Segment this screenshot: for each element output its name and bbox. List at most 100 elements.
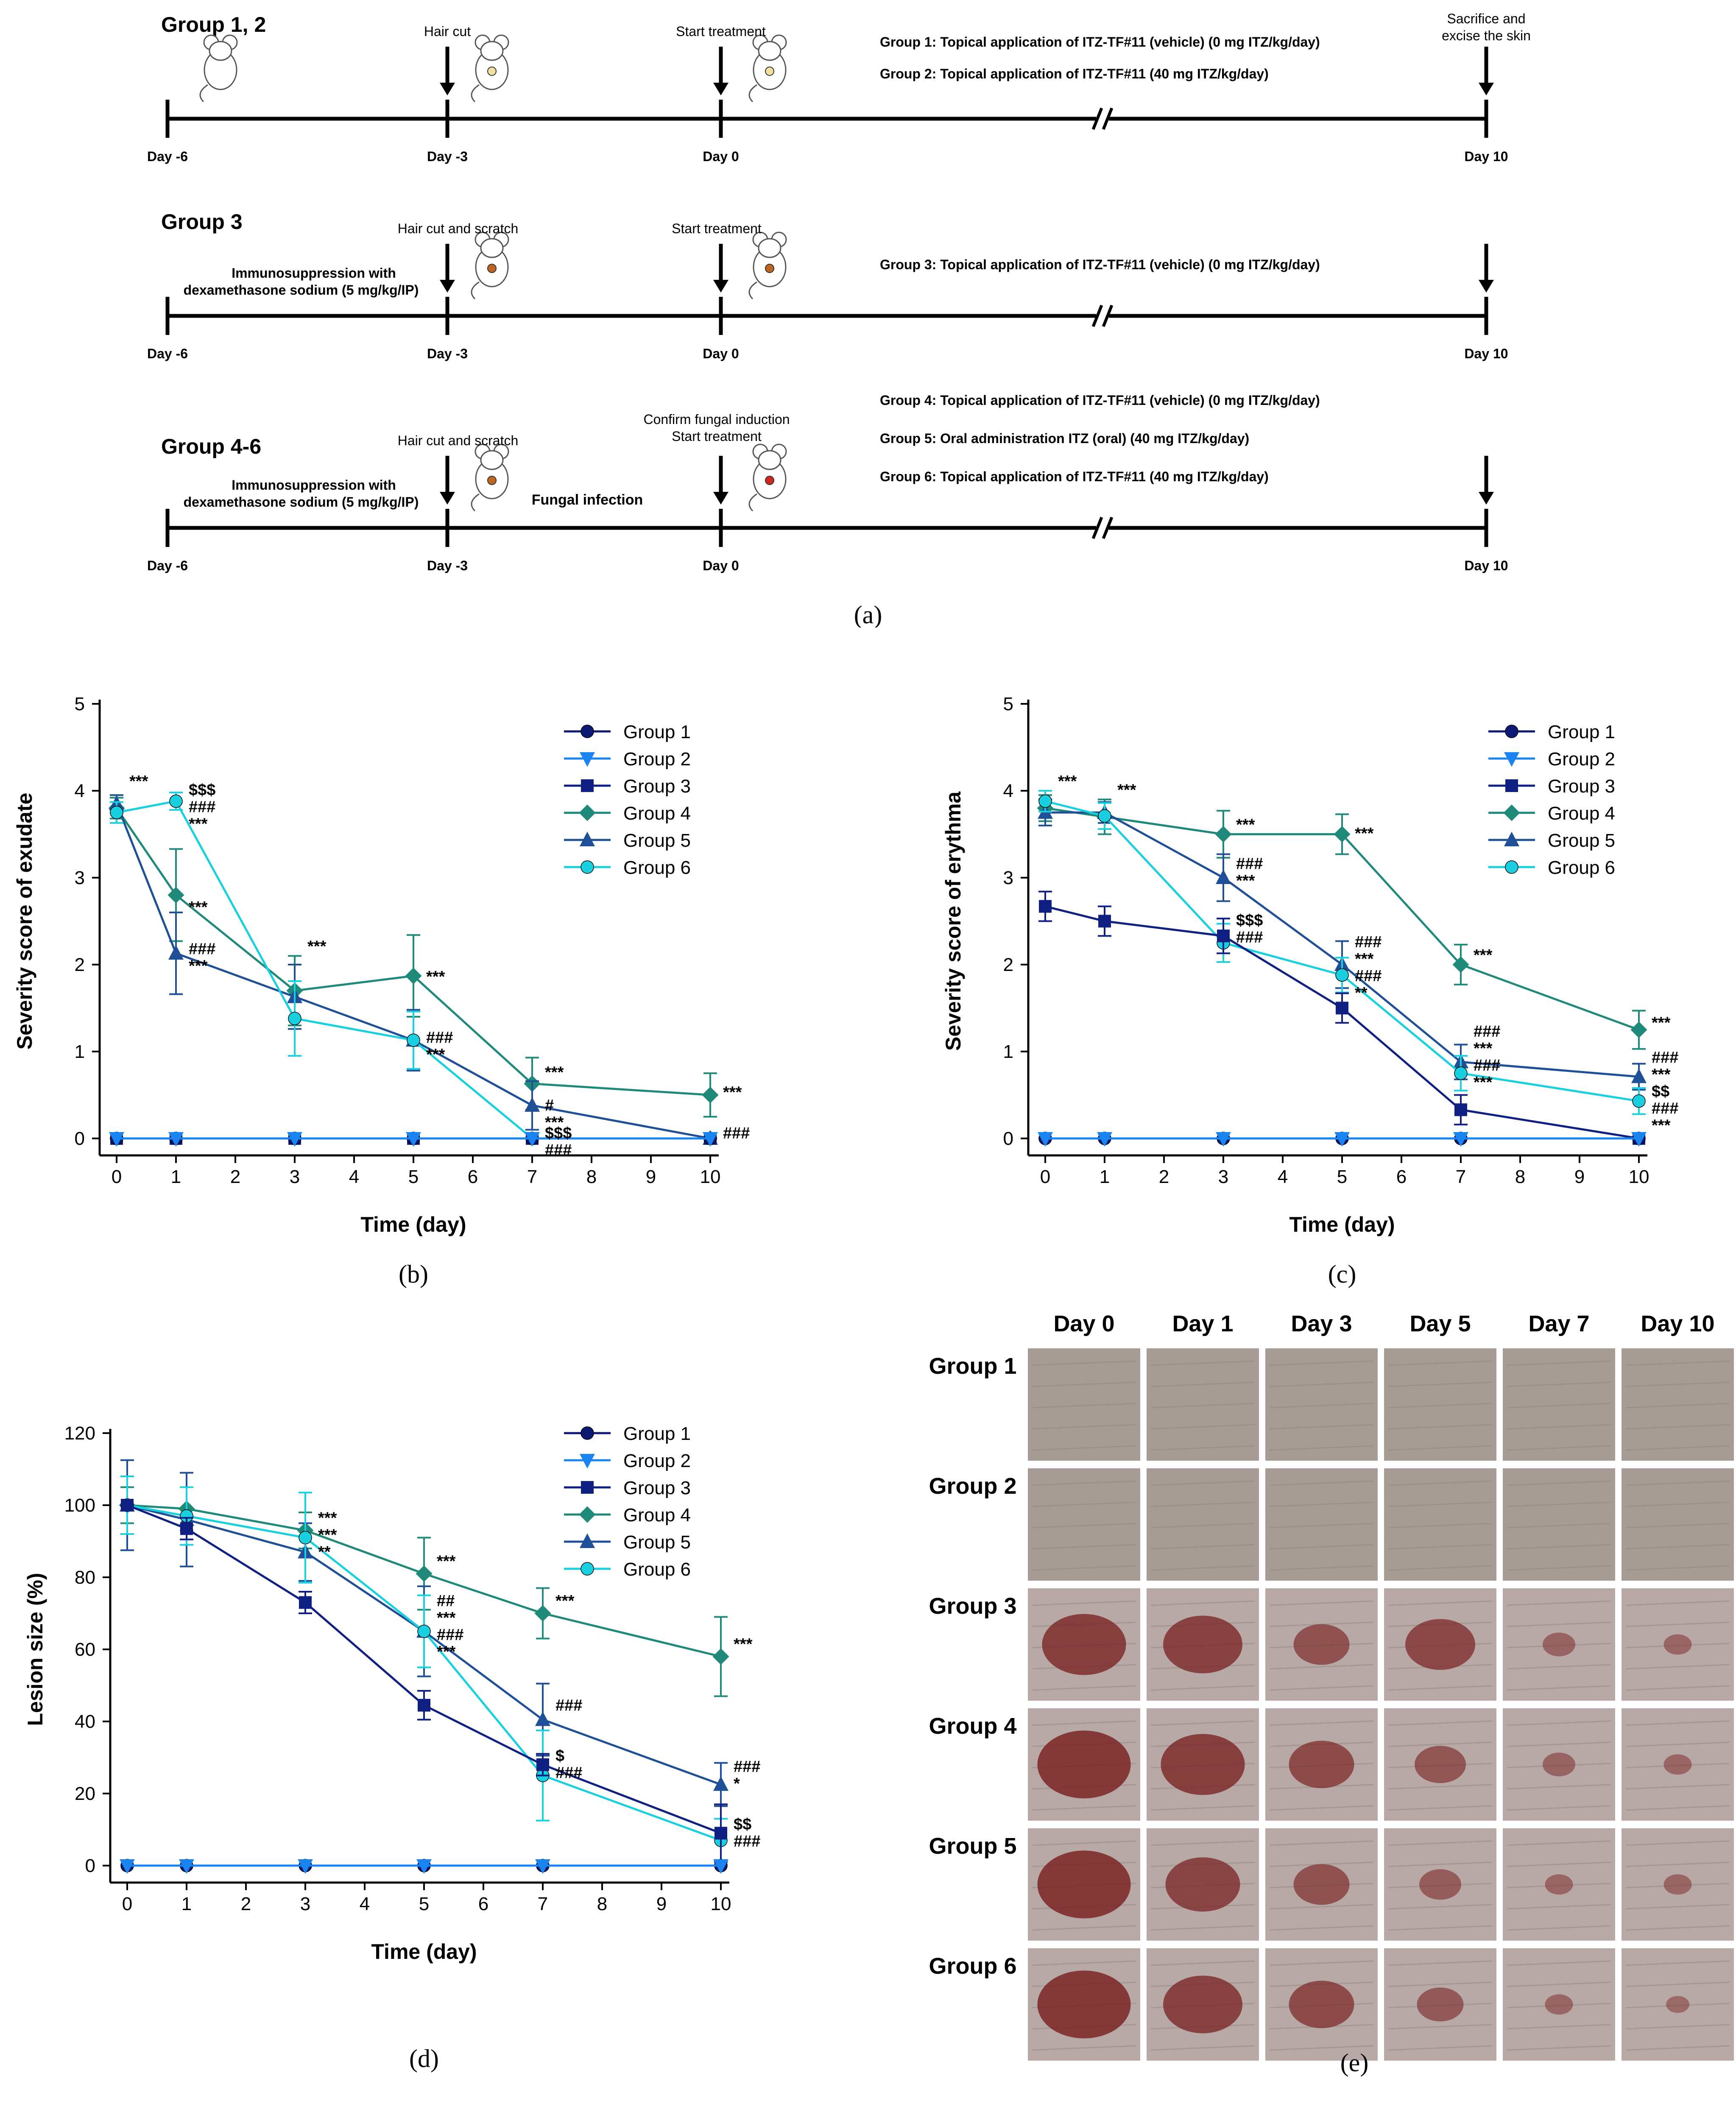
- panel-e-photo-grid: Day 0 Day 1 Day 3 Day 5 Day 7 Day 10 Group 1 Gr…: [929, 1314, 1734, 2077]
- x-tick-label: 4: [360, 1894, 370, 1914]
- data-point: [1216, 1132, 1231, 1147]
- significance-label: ###: [723, 1124, 750, 1142]
- significance-label: ***: [437, 1553, 456, 1570]
- legend-label: Group 6: [1548, 857, 1615, 878]
- skin-fold: [1388, 1544, 1493, 1550]
- skin-fold: [1625, 1403, 1730, 1409]
- data-point: [1454, 1066, 1468, 1080]
- data-point: [1039, 900, 1052, 913]
- x-tick-label: 9: [1574, 1166, 1585, 1187]
- significance-label: $$$: [189, 781, 215, 799]
- skin-fold: [1625, 1925, 1730, 1931]
- data-point: [299, 1596, 312, 1609]
- mouse-lesion-dot: [765, 67, 774, 76]
- skin-fold: [1150, 1445, 1255, 1451]
- skin-photo: [1622, 1348, 1734, 1461]
- data-point: [1335, 968, 1349, 982]
- chart-caption: (d): [409, 2045, 439, 2073]
- mouse-tail: [199, 84, 208, 103]
- skin-photo: [1622, 1468, 1734, 1581]
- arrow-head-icon: [440, 280, 455, 293]
- skin-fold: [1032, 1501, 1136, 1507]
- data-point: [1098, 915, 1111, 928]
- legend-label: Group 6: [623, 857, 691, 878]
- axes: 0 1 2 3 4 5 6 7 8 9 10 0 1 2 3 4 5 Time (day) Severity sco…: [13, 694, 720, 1236]
- x-tick-label: 7: [538, 1894, 548, 1914]
- skin-fold: [1625, 1381, 1730, 1387]
- significance-label: ***: [1474, 1074, 1493, 1091]
- arrow-label: Start treatment: [672, 429, 762, 444]
- skin-photo: [1384, 1708, 1496, 1821]
- data-point: [1038, 1132, 1053, 1147]
- axis-break-icon: [1102, 516, 1114, 539]
- series-group-2: [1038, 1132, 1647, 1147]
- skin-fold: [1388, 1685, 1493, 1691]
- panel-a-timeline: Group 1, 2 Day -6 Day -3 Day 0 Day 10 Hair cu…: [147, 11, 1531, 628]
- skin-fold: [1507, 2045, 1611, 2051]
- x-tick-label: 8: [597, 1894, 607, 1914]
- skin-fold: [1507, 1523, 1611, 1529]
- significance-label: ###: [734, 1758, 760, 1776]
- skin-fold: [1269, 1523, 1374, 1529]
- treatment-label: Group 1: Topical application of ITZ-TF#1…: [880, 34, 1320, 50]
- data-point: [1334, 826, 1351, 842]
- skin-photo: [1265, 1588, 1378, 1701]
- skin-fold: [1150, 1381, 1255, 1387]
- x-tick-label: 0: [122, 1894, 132, 1914]
- data-point: [168, 945, 184, 960]
- skin-fold: [1507, 1741, 1611, 1747]
- legend-label: Group 1: [623, 1423, 691, 1444]
- skin-fold: [1625, 1784, 1730, 1790]
- x-tick-label: 6: [1396, 1166, 1407, 1187]
- skin-fold: [1625, 1981, 1730, 1987]
- data-point: [1336, 1001, 1348, 1015]
- legend-label: Group 1: [623, 722, 691, 742]
- skin-photo: [1622, 1588, 1734, 1701]
- y-tick-label: 0: [85, 1855, 95, 1876]
- skin-fold: [1507, 1904, 1611, 1910]
- legend-marker: [1503, 804, 1520, 821]
- legend-marker: [1505, 860, 1518, 874]
- arrow-head-icon: [1479, 83, 1494, 95]
- significance-label: ###: [189, 798, 215, 816]
- skin-fold: [1150, 1925, 1255, 1931]
- data-point: [120, 1859, 135, 1874]
- skin-fold: [1269, 1600, 1374, 1606]
- significance-label: ***: [426, 968, 445, 986]
- data-point: [179, 1859, 194, 1874]
- legend-marker: [579, 804, 596, 821]
- skin-photo: [1028, 1348, 1140, 1461]
- y-axis-label: Severity score of erythma: [941, 791, 965, 1051]
- skin-photo: [1147, 1348, 1259, 1461]
- skin-fold: [1269, 1445, 1374, 1451]
- treatment-label: Group 2: Topical application of ITZ-TF#1…: [880, 66, 1269, 81]
- x-tick-label: 1: [171, 1166, 181, 1187]
- x-tick-label: 0: [112, 1166, 122, 1187]
- lesion: [1293, 1864, 1350, 1905]
- significance-label: ***: [1117, 781, 1136, 799]
- group-row-label: Group 1: [929, 1353, 1016, 1379]
- timeline-day-label: Day 10: [1464, 149, 1508, 164]
- skin-fold: [1150, 1685, 1255, 1691]
- series-line: [1045, 807, 1639, 1031]
- series-line: [127, 1504, 721, 1841]
- skin-photo: [1503, 1708, 1615, 1821]
- x-tick-label: 9: [656, 1894, 667, 1914]
- series-group-2: [109, 1132, 718, 1147]
- lesion: [1666, 1996, 1689, 2013]
- day-column-header: Day 10: [1641, 1314, 1714, 1336]
- skin-fold: [1625, 1840, 1730, 1846]
- skin-fold: [1269, 2045, 1374, 2051]
- significance-label: ***: [1652, 1066, 1671, 1084]
- lesion: [1163, 1615, 1242, 1674]
- skin-fold: [1388, 1523, 1493, 1529]
- skin-fold: [1388, 1445, 1493, 1451]
- skin-fold: [1032, 1600, 1136, 1606]
- skin-fold: [1150, 1424, 1255, 1430]
- skin-photo: [1384, 1468, 1496, 1581]
- arrow-label: Start treatment: [672, 221, 762, 236]
- lesion: [1289, 1981, 1354, 2028]
- skin-photo: [1147, 1708, 1259, 1821]
- legend-marker: [581, 1481, 594, 1494]
